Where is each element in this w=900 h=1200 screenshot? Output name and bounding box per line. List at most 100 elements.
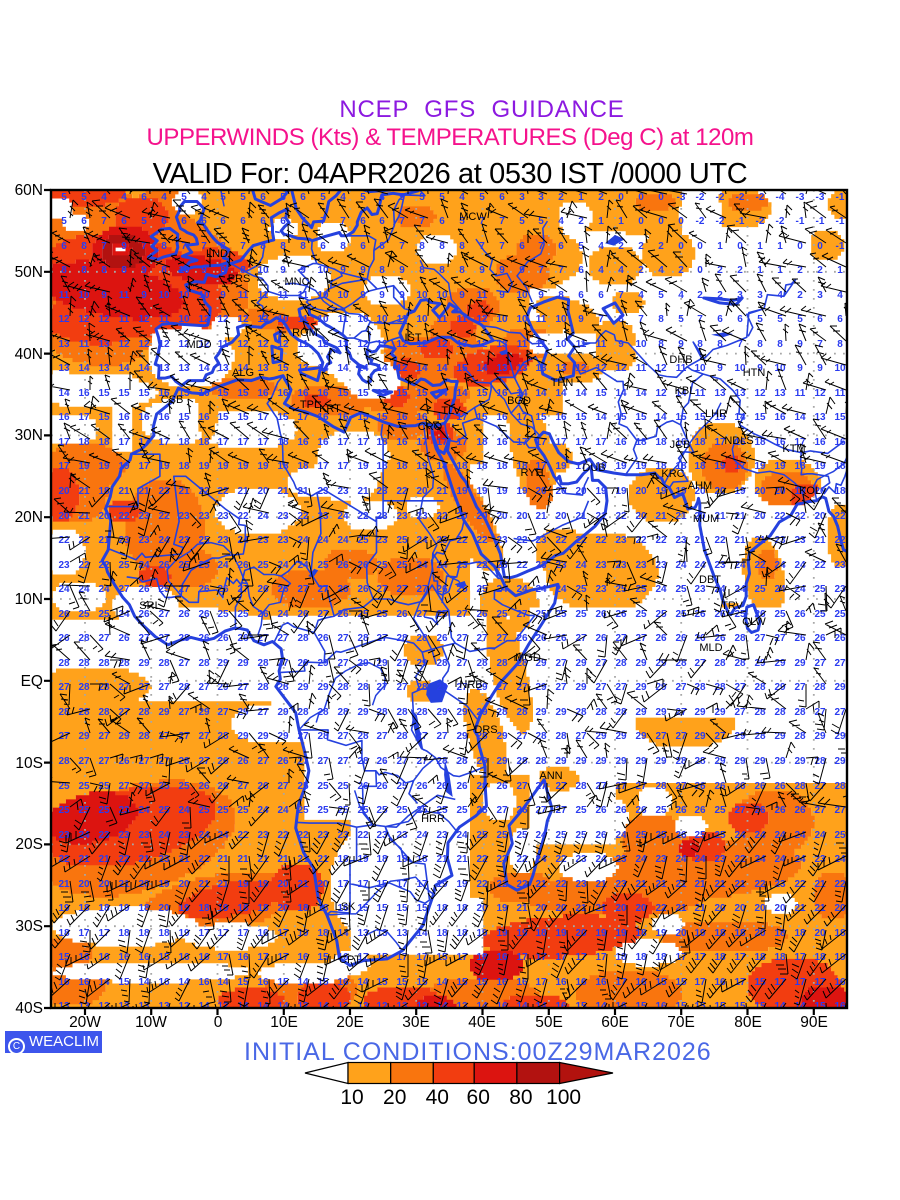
svg-text:9: 9 [399, 265, 405, 276]
svg-text:20: 20 [516, 511, 528, 522]
svg-text:14: 14 [98, 977, 110, 988]
svg-text:16: 16 [337, 412, 349, 423]
svg-text:2: 2 [578, 216, 584, 227]
svg-text:17: 17 [774, 977, 786, 988]
svg-text:16: 16 [595, 977, 607, 988]
svg-text:29: 29 [834, 682, 846, 693]
svg-text:10: 10 [555, 314, 567, 325]
svg-text:14: 14 [516, 1001, 528, 1012]
svg-text:27: 27 [118, 682, 130, 693]
svg-text:28: 28 [496, 658, 508, 669]
svg-text:10W: 10W [135, 1014, 167, 1031]
svg-text:KRT: KRT [319, 403, 341, 415]
svg-text:16: 16 [834, 977, 846, 988]
svg-text:28: 28 [178, 756, 190, 767]
svg-text:19: 19 [78, 461, 90, 472]
svg-text:22: 22 [794, 511, 806, 522]
svg-text:25: 25 [257, 560, 269, 571]
svg-text:29: 29 [237, 731, 249, 742]
svg-text:6: 6 [280, 216, 286, 227]
svg-text:19: 19 [814, 461, 826, 472]
svg-text:16: 16 [297, 388, 309, 399]
svg-text:7: 7 [538, 241, 544, 252]
svg-text:10S: 10S [15, 755, 43, 772]
svg-text:20: 20 [138, 879, 150, 890]
svg-text:23: 23 [416, 511, 428, 522]
svg-text:17: 17 [794, 952, 806, 963]
svg-text:20: 20 [774, 486, 786, 497]
svg-text:6: 6 [181, 216, 187, 227]
svg-text:11: 11 [536, 339, 547, 350]
svg-text:23: 23 [834, 584, 846, 595]
svg-text:18: 18 [436, 461, 448, 472]
svg-text:9: 9 [538, 290, 544, 301]
svg-text:27: 27 [615, 633, 627, 644]
svg-text:17: 17 [396, 952, 408, 963]
svg-text:23: 23 [496, 535, 508, 546]
svg-text:27: 27 [416, 731, 428, 742]
svg-text:17: 17 [217, 928, 229, 939]
svg-text:25: 25 [317, 781, 329, 792]
svg-text:-2: -2 [716, 216, 725, 227]
svg-text:26: 26 [754, 781, 766, 792]
svg-text:18: 18 [118, 928, 130, 939]
svg-text:27: 27 [158, 682, 170, 693]
svg-text:9: 9 [201, 265, 207, 276]
svg-text:26: 26 [58, 609, 70, 620]
svg-text:26: 26 [436, 633, 448, 644]
svg-text:18: 18 [237, 903, 249, 914]
svg-text:25: 25 [734, 609, 746, 620]
svg-text:22: 22 [476, 879, 488, 890]
svg-text:16: 16 [297, 952, 309, 963]
svg-text:24: 24 [794, 854, 806, 865]
svg-text:13: 13 [456, 1001, 468, 1012]
svg-text:4: 4 [837, 290, 843, 301]
svg-text:29: 29 [476, 682, 488, 693]
svg-text:28: 28 [337, 707, 349, 718]
svg-text:22: 22 [655, 903, 667, 914]
svg-text:27: 27 [456, 609, 468, 620]
svg-text:22: 22 [198, 854, 210, 865]
svg-text:16: 16 [118, 412, 130, 423]
svg-text:16: 16 [615, 437, 627, 448]
svg-text:29: 29 [317, 658, 329, 669]
svg-text:28: 28 [675, 658, 687, 669]
svg-text:10: 10 [158, 290, 170, 301]
svg-text:28: 28 [675, 756, 687, 767]
svg-text:16: 16 [496, 412, 508, 423]
svg-text:24: 24 [257, 805, 269, 816]
svg-text:19: 19 [98, 461, 110, 472]
svg-text:5: 5 [181, 192, 187, 203]
svg-text:23: 23 [456, 560, 468, 571]
svg-text:18: 18 [655, 952, 667, 963]
svg-text:8: 8 [697, 339, 703, 350]
svg-text:17: 17 [456, 437, 468, 448]
svg-text:14: 14 [237, 363, 249, 374]
svg-text:27: 27 [814, 805, 826, 816]
svg-text:15: 15 [138, 388, 150, 399]
svg-text:12: 12 [396, 363, 408, 374]
svg-text:28: 28 [78, 707, 90, 718]
svg-text:16: 16 [58, 977, 70, 988]
svg-text:0: 0 [658, 216, 664, 227]
svg-text:14: 14 [734, 412, 746, 423]
svg-text:3: 3 [817, 290, 823, 301]
svg-text:3: 3 [737, 290, 743, 301]
svg-text:26: 26 [217, 633, 229, 644]
svg-text:22: 22 [774, 511, 786, 522]
svg-text:17: 17 [555, 437, 567, 448]
svg-text:25: 25 [317, 805, 329, 816]
svg-text:21: 21 [436, 854, 448, 865]
svg-text:18: 18 [436, 928, 448, 939]
svg-text:20: 20 [58, 486, 70, 497]
svg-text:18: 18 [337, 854, 349, 865]
svg-text:27: 27 [734, 707, 746, 718]
svg-text:27: 27 [794, 682, 806, 693]
svg-text:23: 23 [595, 584, 607, 595]
svg-text:5: 5 [81, 192, 87, 203]
svg-text:15: 15 [118, 977, 130, 988]
svg-text:25: 25 [635, 609, 647, 620]
svg-text:29: 29 [794, 658, 806, 669]
svg-text:22: 22 [476, 535, 488, 546]
svg-text:18: 18 [516, 461, 528, 472]
